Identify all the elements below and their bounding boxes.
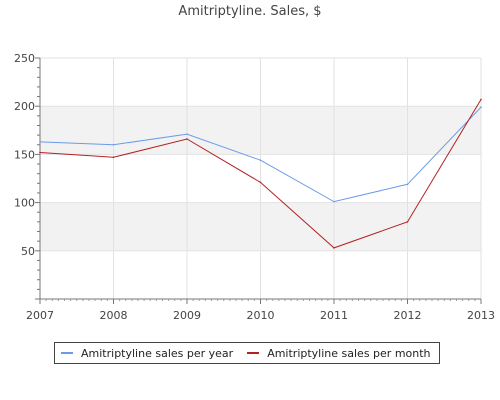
data-point [480, 98, 482, 101]
data-point [39, 151, 41, 154]
data-point [406, 221, 409, 223]
x-tick-label: 2008 [100, 309, 128, 322]
y-tick-label: 50 [21, 245, 35, 258]
data-point [186, 138, 188, 140]
y-tick-label: 100 [14, 197, 35, 210]
x-tick-label: 2012 [394, 309, 422, 322]
data-point [333, 247, 335, 249]
legend-label-series-1: Amitriptyline sales per year [81, 346, 234, 360]
data-point [186, 133, 188, 135]
x-tick-label: 2013 [467, 309, 495, 322]
y-tick-label: 150 [14, 148, 35, 161]
x-tick-label: 2007 [26, 309, 54, 322]
legend-item-series-2[interactable]: Amitriptyline sales per month [247, 346, 431, 360]
legend: Amitriptyline sales per year Amitriptyli… [54, 342, 440, 364]
legend-item-series-1[interactable]: Amitriptyline sales per year [61, 347, 233, 360]
y-tick-label: 200 [14, 100, 35, 113]
data-point [259, 181, 262, 184]
legend-swatch-series-1 [61, 352, 73, 354]
x-tick-label: 2011 [320, 309, 348, 322]
data-point [112, 143, 115, 146]
data-point [259, 159, 262, 161]
grid-lines [40, 57, 482, 299]
legend-label-series-2: Amitriptyline sales per month [267, 346, 431, 360]
chart-title: Amitriptyline. Sales, $ [178, 4, 322, 19]
data-point [39, 141, 41, 143]
x-tick-label: 2010 [247, 309, 275, 322]
data-point [333, 200, 335, 203]
axis-ticks: 50 100 150 200 250 2007 2008 2009 2010 2011 2012 20… [14, 52, 495, 322]
data-point [112, 156, 115, 159]
data-point [406, 183, 409, 186]
data-point [480, 106, 482, 108]
legend-swatch-series-2 [247, 352, 260, 354]
series-layer [39, 98, 482, 249]
x-tick-label: 2009 [173, 309, 201, 322]
y-tick-label: 250 [14, 52, 35, 65]
